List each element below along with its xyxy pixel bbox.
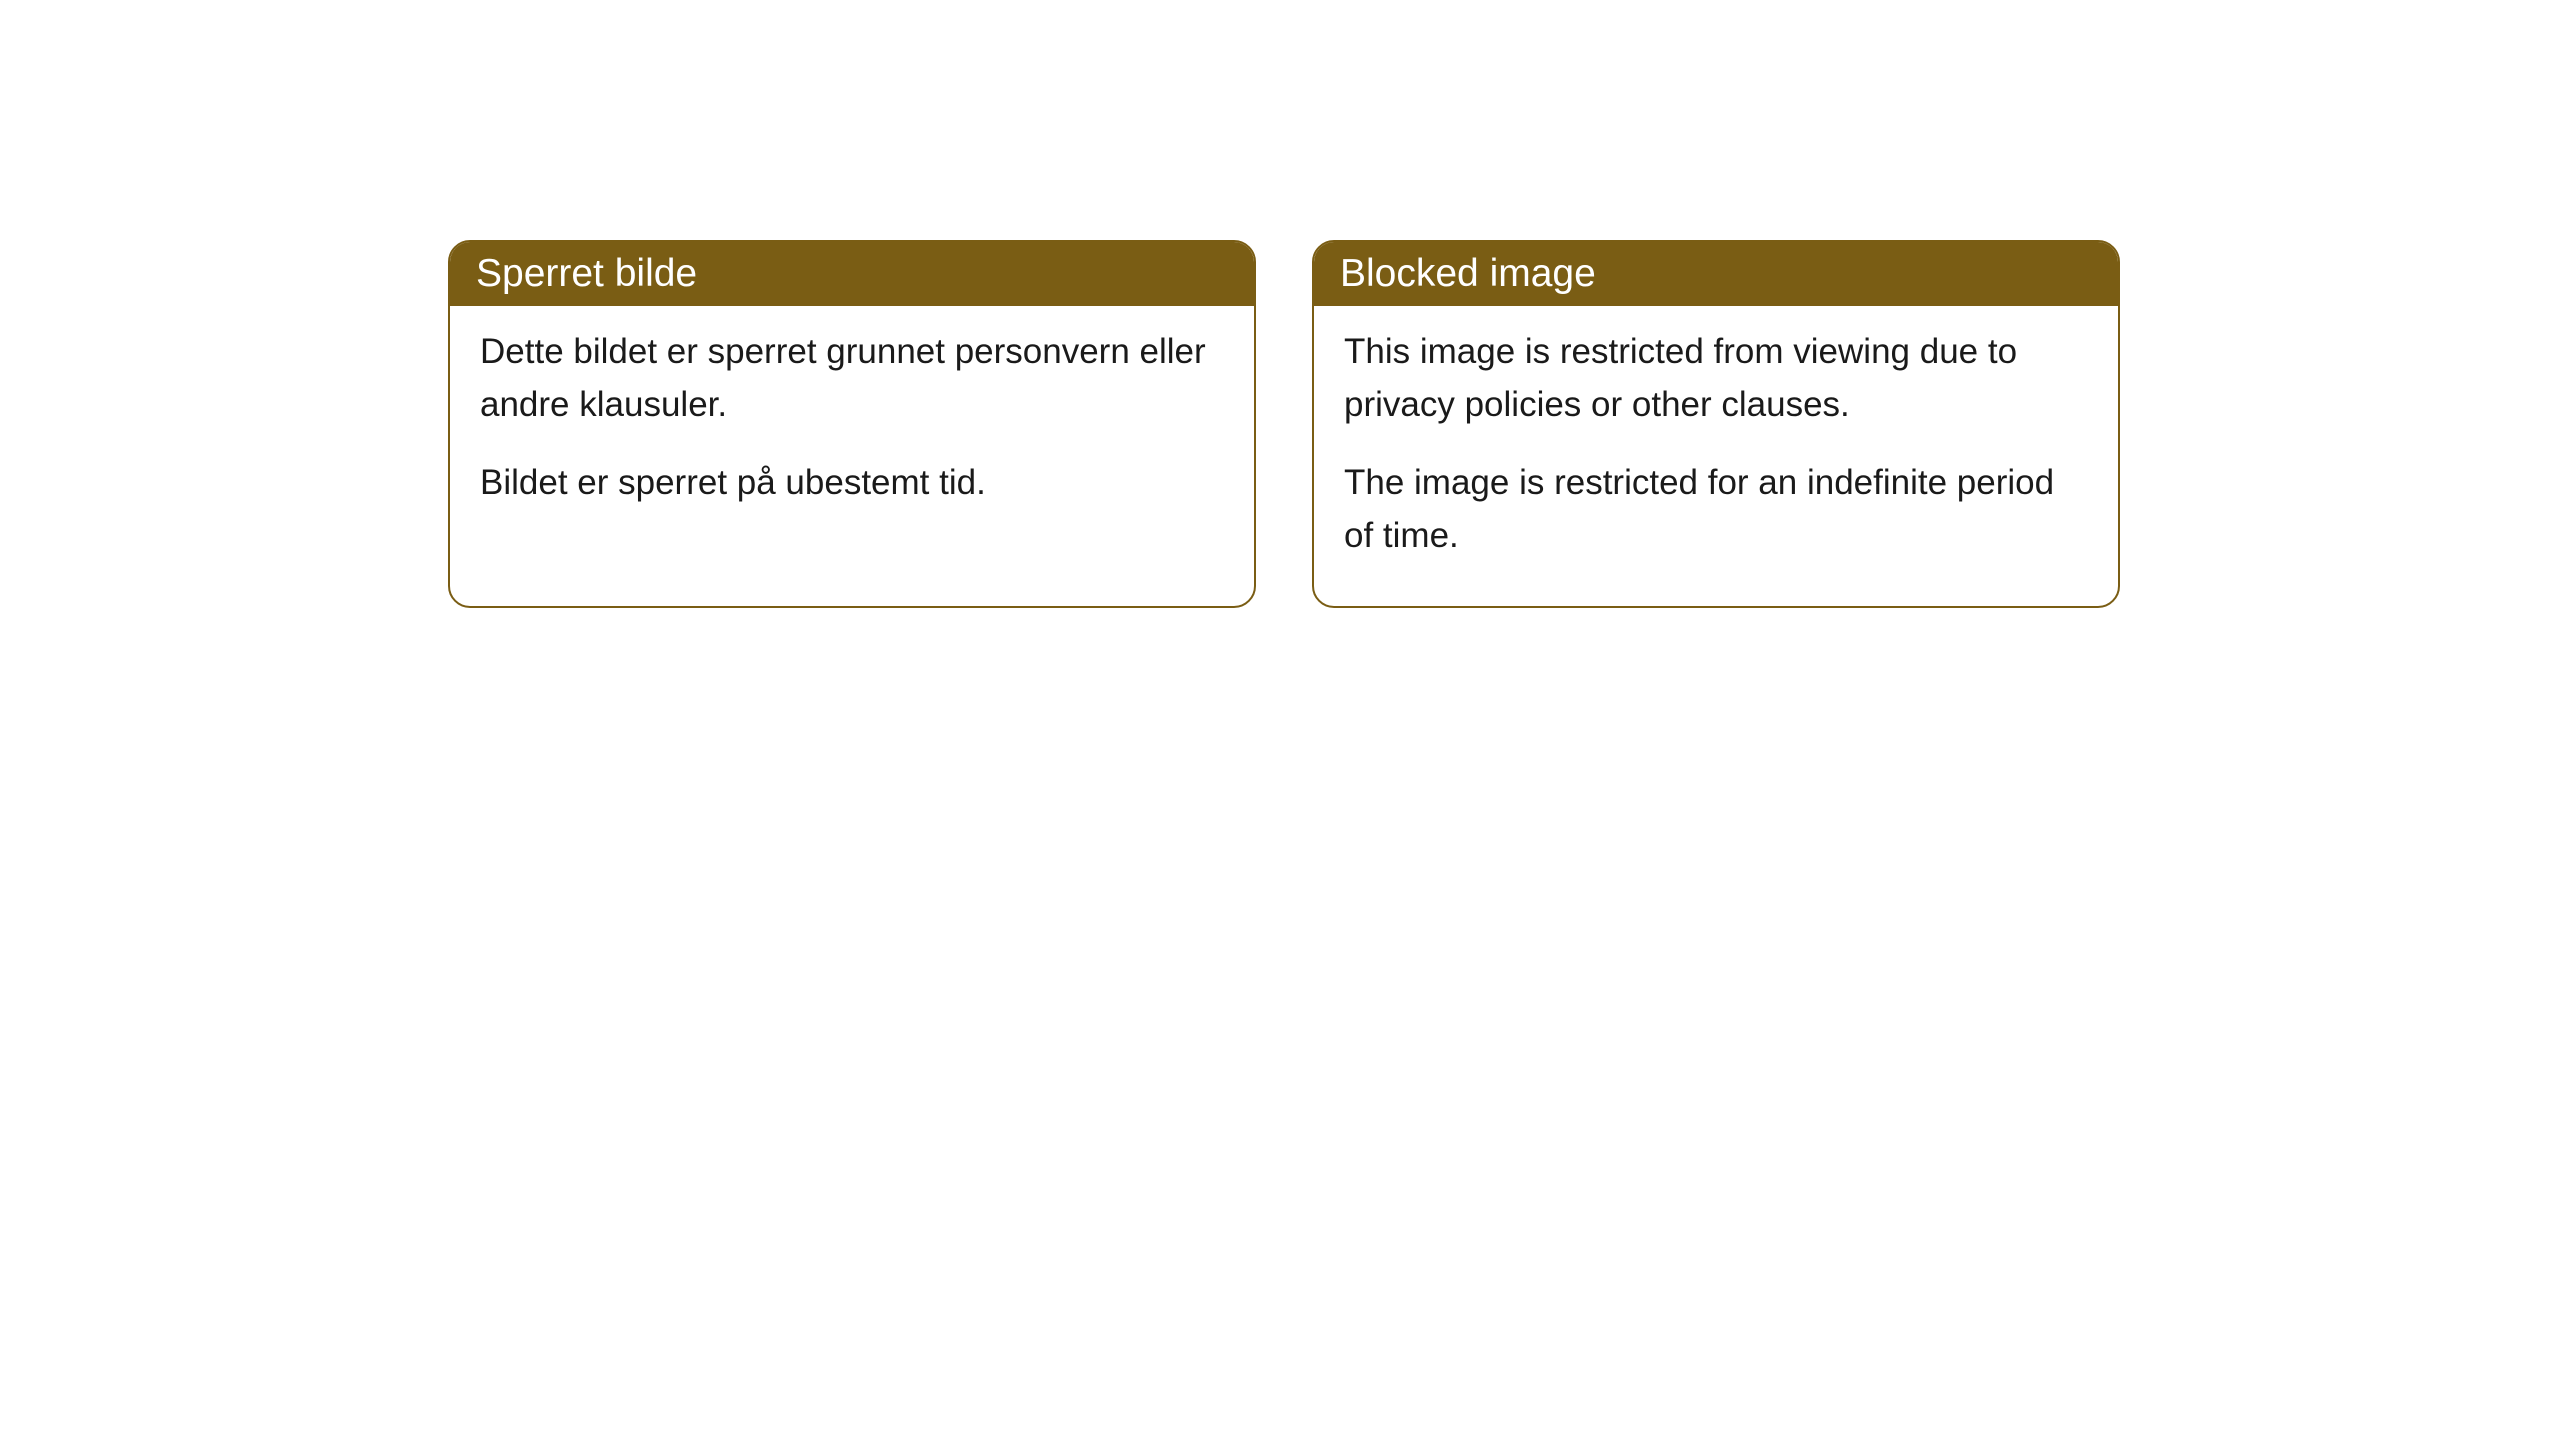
card-english: Blocked image This image is restricted f… (1312, 240, 2120, 608)
card-title: Blocked image (1340, 252, 1596, 295)
card-header-english: Blocked image (1314, 242, 2118, 306)
cards-container: Sperret bilde Dette bildet er sperret gr… (0, 0, 2560, 608)
card-paragraph: Dette bildet er sperret grunnet personve… (480, 326, 1224, 431)
card-paragraph: The image is restricted for an indefinit… (1344, 457, 2088, 562)
card-body-english: This image is restricted from viewing du… (1314, 306, 2118, 606)
card-header-norwegian: Sperret bilde (450, 242, 1254, 306)
card-body-norwegian: Dette bildet er sperret grunnet personve… (450, 306, 1254, 554)
card-paragraph: This image is restricted from viewing du… (1344, 326, 2088, 431)
card-title: Sperret bilde (476, 252, 697, 295)
card-norwegian: Sperret bilde Dette bildet er sperret gr… (448, 240, 1256, 608)
card-paragraph: Bildet er sperret på ubestemt tid. (480, 457, 1224, 510)
